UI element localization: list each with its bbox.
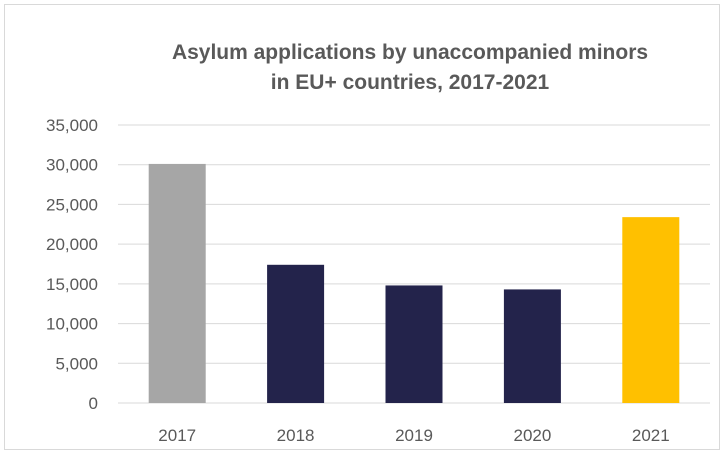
chart-title-line-2: in EU+ countries, 2017-2021 <box>270 71 550 94</box>
bar-2017 <box>148 163 206 403</box>
x-tick-label: 2018 <box>277 426 315 445</box>
y-tick-label: 10,000 <box>46 315 98 334</box>
x-tick-label: 2019 <box>395 426 433 445</box>
y-tick-label: 35,000 <box>46 116 98 135</box>
y-tick-label: 30,000 <box>46 156 98 175</box>
x-axis-ticks: 2017 2018 2019 2020 2021 <box>158 426 669 445</box>
y-tick-label: 0 <box>89 394 98 413</box>
x-tick-label: 2020 <box>513 426 551 445</box>
bar-2018 <box>267 264 325 403</box>
bar-2020 <box>503 289 561 403</box>
y-tick-label: 25,000 <box>46 195 98 214</box>
y-axis-ticks: 0 5,000 10,000 15,000 20,000 25,000 30,000 35,0… <box>46 116 98 413</box>
chart-title-line-1: Asylum applications by unaccompanied min… <box>171 41 649 64</box>
y-tick-label: 5,000 <box>55 354 98 373</box>
x-tick-label: 2017 <box>158 426 196 445</box>
y-tick-label: 20,000 <box>46 235 98 254</box>
bar-2021 <box>622 217 680 403</box>
y-tick-label: 15,000 <box>46 275 98 294</box>
x-tick-label: 2021 <box>632 426 670 445</box>
bar-2019 <box>385 285 443 403</box>
bars <box>148 163 680 403</box>
chart-frame <box>4 4 720 450</box>
